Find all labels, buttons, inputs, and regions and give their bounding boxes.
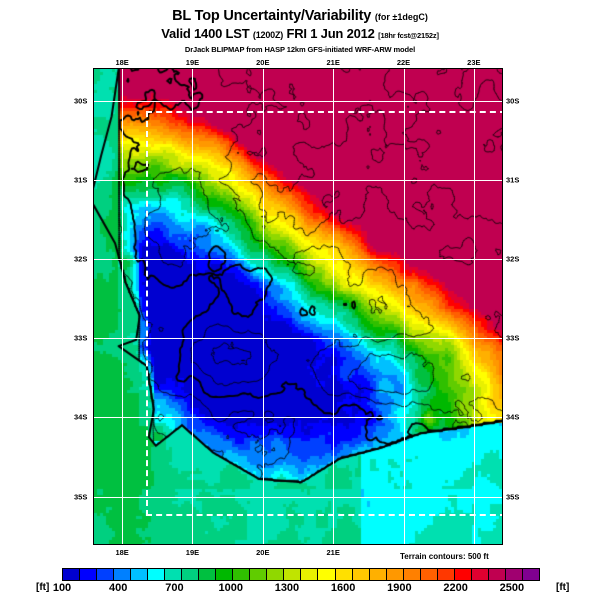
colorbar-segment-27: [522, 569, 539, 580]
colorbar-segment-14: [301, 569, 319, 580]
colorbar-segment-2: [97, 569, 115, 580]
colorbar-segment-0: [63, 569, 81, 580]
valid-utc-time: (1200Z): [252, 30, 284, 40]
lat-tick-left-35S: 35S: [74, 492, 88, 501]
lat-tick-right-35S: 35S: [506, 492, 520, 501]
graticule-parallel-33S: [94, 338, 502, 340]
colorbar-segment-18: [369, 569, 387, 580]
lat-tick-left-32S: 32S: [74, 254, 88, 264]
graticule-meridian-18E: [122, 69, 124, 544]
lon-tick-top-20E: 20E: [256, 58, 270, 67]
valid-time-line: Valid 1400 LST (1200Z) FRI 1 Jun 2012 [1…: [0, 26, 600, 43]
units-label-left: [ft]: [36, 582, 50, 593]
graticule-parallel-32S: [94, 259, 502, 260]
lat-tick-right-31S: 31S: [506, 175, 520, 185]
colorbar-segment-1: [80, 569, 98, 580]
lat-tick-left-34S: 34S: [74, 412, 88, 422]
graticule-meridian-23E: [473, 69, 475, 544]
lon-tick-top-23E: 23E: [467, 58, 481, 67]
colorbar-segment-21: [420, 569, 438, 580]
graticule-parallel-30S: [94, 100, 502, 102]
uncertainty-field-raster: [94, 69, 502, 544]
colorbar-segment-16: [335, 569, 353, 580]
colorbar-segment-25: [488, 569, 506, 580]
lon-tick-top-19E: 19E: [185, 58, 200, 67]
subdomain-dashed-boundary: [146, 111, 502, 516]
colorbar-tick-1000: 1000: [218, 582, 243, 594]
terrain-contour-note: Terrain contours: 500 ft: [400, 552, 489, 561]
colorbar-segment-22: [437, 569, 455, 580]
page-title: BL Top Uncertainty/Variability (for ±1de…: [0, 8, 600, 25]
graticule-meridian-19E: [192, 69, 194, 544]
colorbar-tick-1900: 1900: [387, 582, 412, 594]
lon-tick-bottom-18E: 18E: [115, 548, 129, 557]
colorbar-segment-17: [352, 569, 370, 580]
graticule-parallel-34S: [94, 417, 502, 419]
colorbar-segment-11: [250, 569, 268, 580]
colorbar-segment-24: [471, 569, 489, 580]
colorbar-segment-8: [199, 569, 217, 580]
map-panel[interactable]: [93, 68, 503, 545]
colorbar-segment-13: [284, 569, 302, 580]
colorbar-segment-3: [114, 569, 132, 580]
colorbar-segment-15: [318, 569, 336, 580]
lon-tick-top-21E: 21E: [326, 58, 340, 67]
colorbar-segment-9: [216, 569, 234, 580]
lat-tick-left-33S: 33S: [74, 333, 88, 343]
valid-date: FRI 1 Jun 2012: [286, 26, 375, 41]
colorbar-segment-26: [505, 569, 523, 580]
units-label-right: [ft]: [556, 582, 570, 593]
graticule-parallel-35S: [94, 496, 502, 498]
colorbar-segment-5: [148, 569, 166, 580]
title-block: BL Top Uncertainty/Variability (for ±1de…: [0, 8, 600, 55]
colorbar-segment-19: [386, 569, 404, 580]
lat-tick-right-30S: 30S: [506, 96, 520, 106]
graticule-meridian-22E: [403, 69, 405, 544]
forecast-hour: [18hr fcst@2152z]: [378, 31, 439, 40]
graticule-meridian-21E: [333, 69, 335, 544]
lat-tick-right-32S: 32S: [506, 254, 520, 264]
graticule-parallel-31S: [94, 179, 502, 181]
colorbar-tick-1300: 1300: [274, 582, 300, 594]
lat-tick-left-30S: 30S: [74, 96, 88, 106]
colorbar-segment-20: [403, 569, 421, 580]
colorbar-tick-400: 400: [109, 582, 128, 594]
graticule-meridian-20E: [262, 69, 264, 544]
lat-tick-left-31S: 31S: [74, 175, 88, 185]
colorbar-segment-7: [182, 569, 200, 580]
colorbar-segment-10: [233, 569, 251, 580]
lon-tick-top-18E: 18E: [115, 58, 129, 67]
colorbar-segment-23: [454, 569, 472, 580]
lon-tick-top-22E: 22E: [396, 58, 411, 67]
colorbar-swatches: [62, 568, 540, 581]
colorbar-tick-2500: 2500: [499, 582, 525, 594]
colorbar-legend: [ft] 100 400 700 1000 1300 1600 1900 2200 2500 […: [0, 566, 600, 600]
lon-tick-bottom-19E: 19E: [185, 548, 200, 557]
lat-tick-right-33S: 33S: [506, 333, 520, 343]
colorbar-tick-labels: 100 400 700 1000 1300 1600 1900 2200 2500: [0, 582, 600, 598]
valid-local-time: Valid 1400 LST: [161, 26, 250, 41]
page-title-main: BL Top Uncertainty/Variability: [172, 8, 372, 24]
colorbar-segment-6: [165, 569, 183, 580]
colorbar-tick-2200: 2200: [443, 582, 468, 594]
lon-tick-bottom-20E: 20E: [256, 548, 270, 557]
model-source-line: DrJack BLIPMAP from HASP 12km GFS-initia…: [184, 45, 416, 54]
colorbar-segment-4: [131, 569, 149, 580]
colorbar-tick-100: 100: [52, 582, 72, 594]
lon-tick-bottom-21E: 21E: [326, 548, 340, 557]
colorbar-segment-12: [267, 569, 285, 580]
page-title-qualifier: (for ±1degC): [374, 12, 428, 22]
lat-tick-right-34S: 34S: [506, 412, 520, 422]
colorbar-tick-700: 700: [165, 582, 184, 594]
colorbar-tick-1600: 1600: [330, 582, 356, 594]
